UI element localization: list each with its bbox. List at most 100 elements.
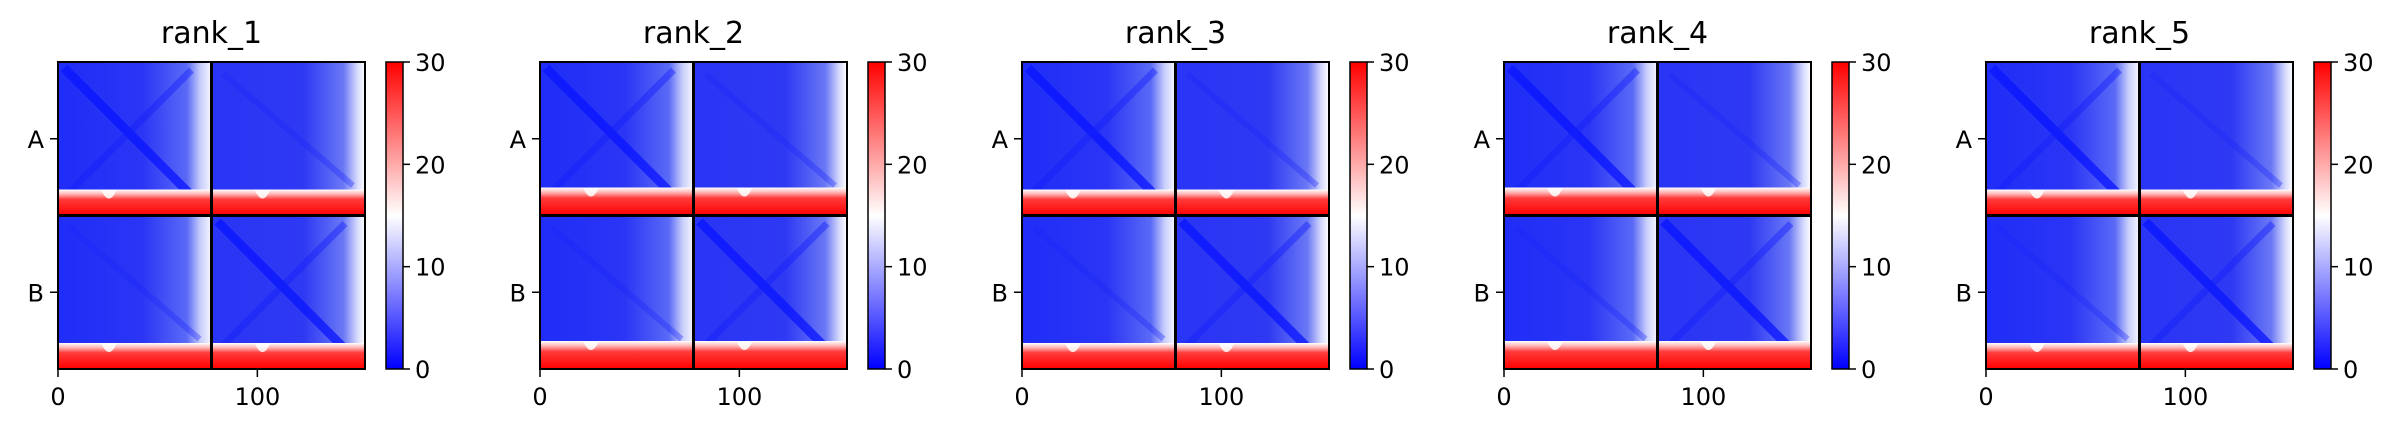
panel-rank_5: rank_5 A B 0 100 0 10 20 30 (1956, 16, 2374, 411)
heatmap-frame (57, 61, 366, 370)
colorbar-tick-label: 20 (1379, 151, 1410, 179)
pae-high-error-band (540, 187, 694, 216)
y-tick-label-chain: B (1956, 279, 1972, 307)
pae-diagonal (1506, 64, 1655, 213)
colorbar (1831, 61, 1850, 370)
pae-cross-diagonal (1185, 71, 1319, 188)
colorbar-tick-label: 20 (2343, 151, 2374, 179)
pae-band-notch (582, 187, 599, 197)
heatmap-frame (1021, 61, 1330, 370)
x-tick-label: 100 (234, 383, 280, 411)
pae-band-notch (1546, 187, 1563, 197)
pae-heatmap (1022, 62, 1329, 369)
pae-high-error-band (1175, 343, 1329, 369)
colorbar-tick-label: 30 (1379, 49, 1410, 77)
pae-cross-diagonal (68, 225, 202, 342)
colorbar (2313, 61, 2332, 370)
pae-band-notch (1218, 189, 1235, 199)
pae-high-error-band (211, 343, 365, 369)
pae-high-error-band (2139, 189, 2293, 216)
pae-band-notch (582, 341, 599, 350)
pae-anti-diagonal (217, 221, 348, 352)
y-tick-label-chain: A (1474, 126, 1491, 154)
colorbar-tick-label: 30 (1861, 49, 1892, 77)
colorbar (867, 61, 886, 370)
pae-band-notch (254, 343, 271, 352)
pae-high-error-band (1986, 343, 2140, 369)
panel-rank_1: rank_1 A B 0 100 0 10 20 30 (28, 16, 446, 411)
panel-title: rank_3 (1125, 16, 1226, 51)
x-tick-label: 100 (1680, 383, 1726, 411)
pae-high-error-band (58, 343, 212, 369)
pae-anti-diagonal (1181, 221, 1312, 352)
pae-high-error-band (1986, 189, 2140, 216)
colorbar (385, 61, 404, 370)
pae-cross-diagonal (1667, 71, 1801, 188)
colorbar-tick-label: 10 (1379, 254, 1410, 282)
pae-cross-diagonal (1032, 225, 1166, 342)
pae-diagonal (2142, 218, 2291, 367)
pae-band-notch (2182, 189, 2199, 199)
x-tick-label: 100 (2162, 383, 2208, 411)
pae-heatmap (540, 62, 847, 369)
pae-cross-diagonal (1514, 225, 1648, 342)
pae-high-error-band (1175, 189, 1329, 216)
pae-heatmap (1986, 62, 2293, 369)
pae-high-error-band (1657, 187, 1811, 216)
colorbar-tick-label: 0 (897, 356, 912, 384)
colorbar-tick-label: 20 (415, 151, 446, 179)
pae-cross-diagonal (2149, 71, 2283, 188)
y-tick-label-chain: A (992, 126, 1009, 154)
pae-band-notch (1218, 343, 1235, 352)
x-tick-label: 0 (1496, 383, 1511, 411)
heatmap-frame (539, 61, 848, 370)
pae-band-notch (1700, 187, 1717, 197)
pae-diagonal (542, 64, 691, 213)
colorbar-tick-label: 0 (415, 356, 430, 384)
y-tick-label-chain: B (28, 279, 44, 307)
pae-heatmap (58, 62, 365, 369)
colorbar-tick-label: 0 (2343, 356, 2358, 384)
pae-diagonal (1660, 218, 1809, 367)
pae-diagonal (60, 64, 209, 213)
y-tick-label-chain: B (1474, 279, 1490, 307)
pae-band-notch (1064, 189, 1081, 199)
panel-rank_3: rank_3 A B 0 100 0 10 20 30 (992, 16, 1410, 411)
x-tick-label: 100 (716, 383, 762, 411)
colorbar-tick-label: 20 (897, 151, 928, 179)
y-tick-label-chain: B (510, 279, 526, 307)
y-tick-label-chain: A (510, 126, 527, 154)
pae-band-notch (100, 343, 117, 352)
pae-anti-diagonal (1663, 221, 1794, 352)
pae-cross-diagonal (221, 71, 355, 188)
y-tick-label-chain: A (28, 126, 45, 154)
pae-band-notch (2028, 189, 2045, 199)
y-tick-label-chain: B (992, 279, 1008, 307)
pae-band-notch (100, 189, 117, 199)
pae-anti-diagonal (2145, 221, 2276, 352)
pae-high-error-band (1022, 189, 1176, 216)
pae-high-error-band (211, 189, 365, 216)
pae-high-error-band (58, 189, 212, 216)
pae-anti-diagonal (1509, 67, 1640, 198)
pae-band-notch (736, 187, 753, 197)
panel-title: rank_1 (161, 16, 262, 51)
pae-high-error-band (1022, 343, 1176, 369)
colorbar-tick-label: 30 (897, 49, 928, 77)
pae-high-error-band (693, 187, 847, 216)
pae-band-notch (1700, 341, 1717, 350)
panel-title: rank_2 (643, 16, 744, 51)
pae-band-notch (2182, 343, 2199, 352)
colorbar-tick-label: 0 (1861, 356, 1876, 384)
pae-cross-diagonal (1996, 225, 2130, 342)
heatmap-frame (1503, 61, 1812, 370)
colorbar-tick-label: 30 (415, 49, 446, 77)
pae-high-error-band (1504, 187, 1658, 216)
pae-heatmap (1504, 62, 1811, 369)
colorbar (1349, 61, 1368, 370)
pae-high-error-band (693, 341, 847, 369)
pae-high-error-band (540, 341, 694, 369)
colorbar-tick-label: 30 (2343, 49, 2374, 77)
x-tick-label: 0 (1014, 383, 1029, 411)
